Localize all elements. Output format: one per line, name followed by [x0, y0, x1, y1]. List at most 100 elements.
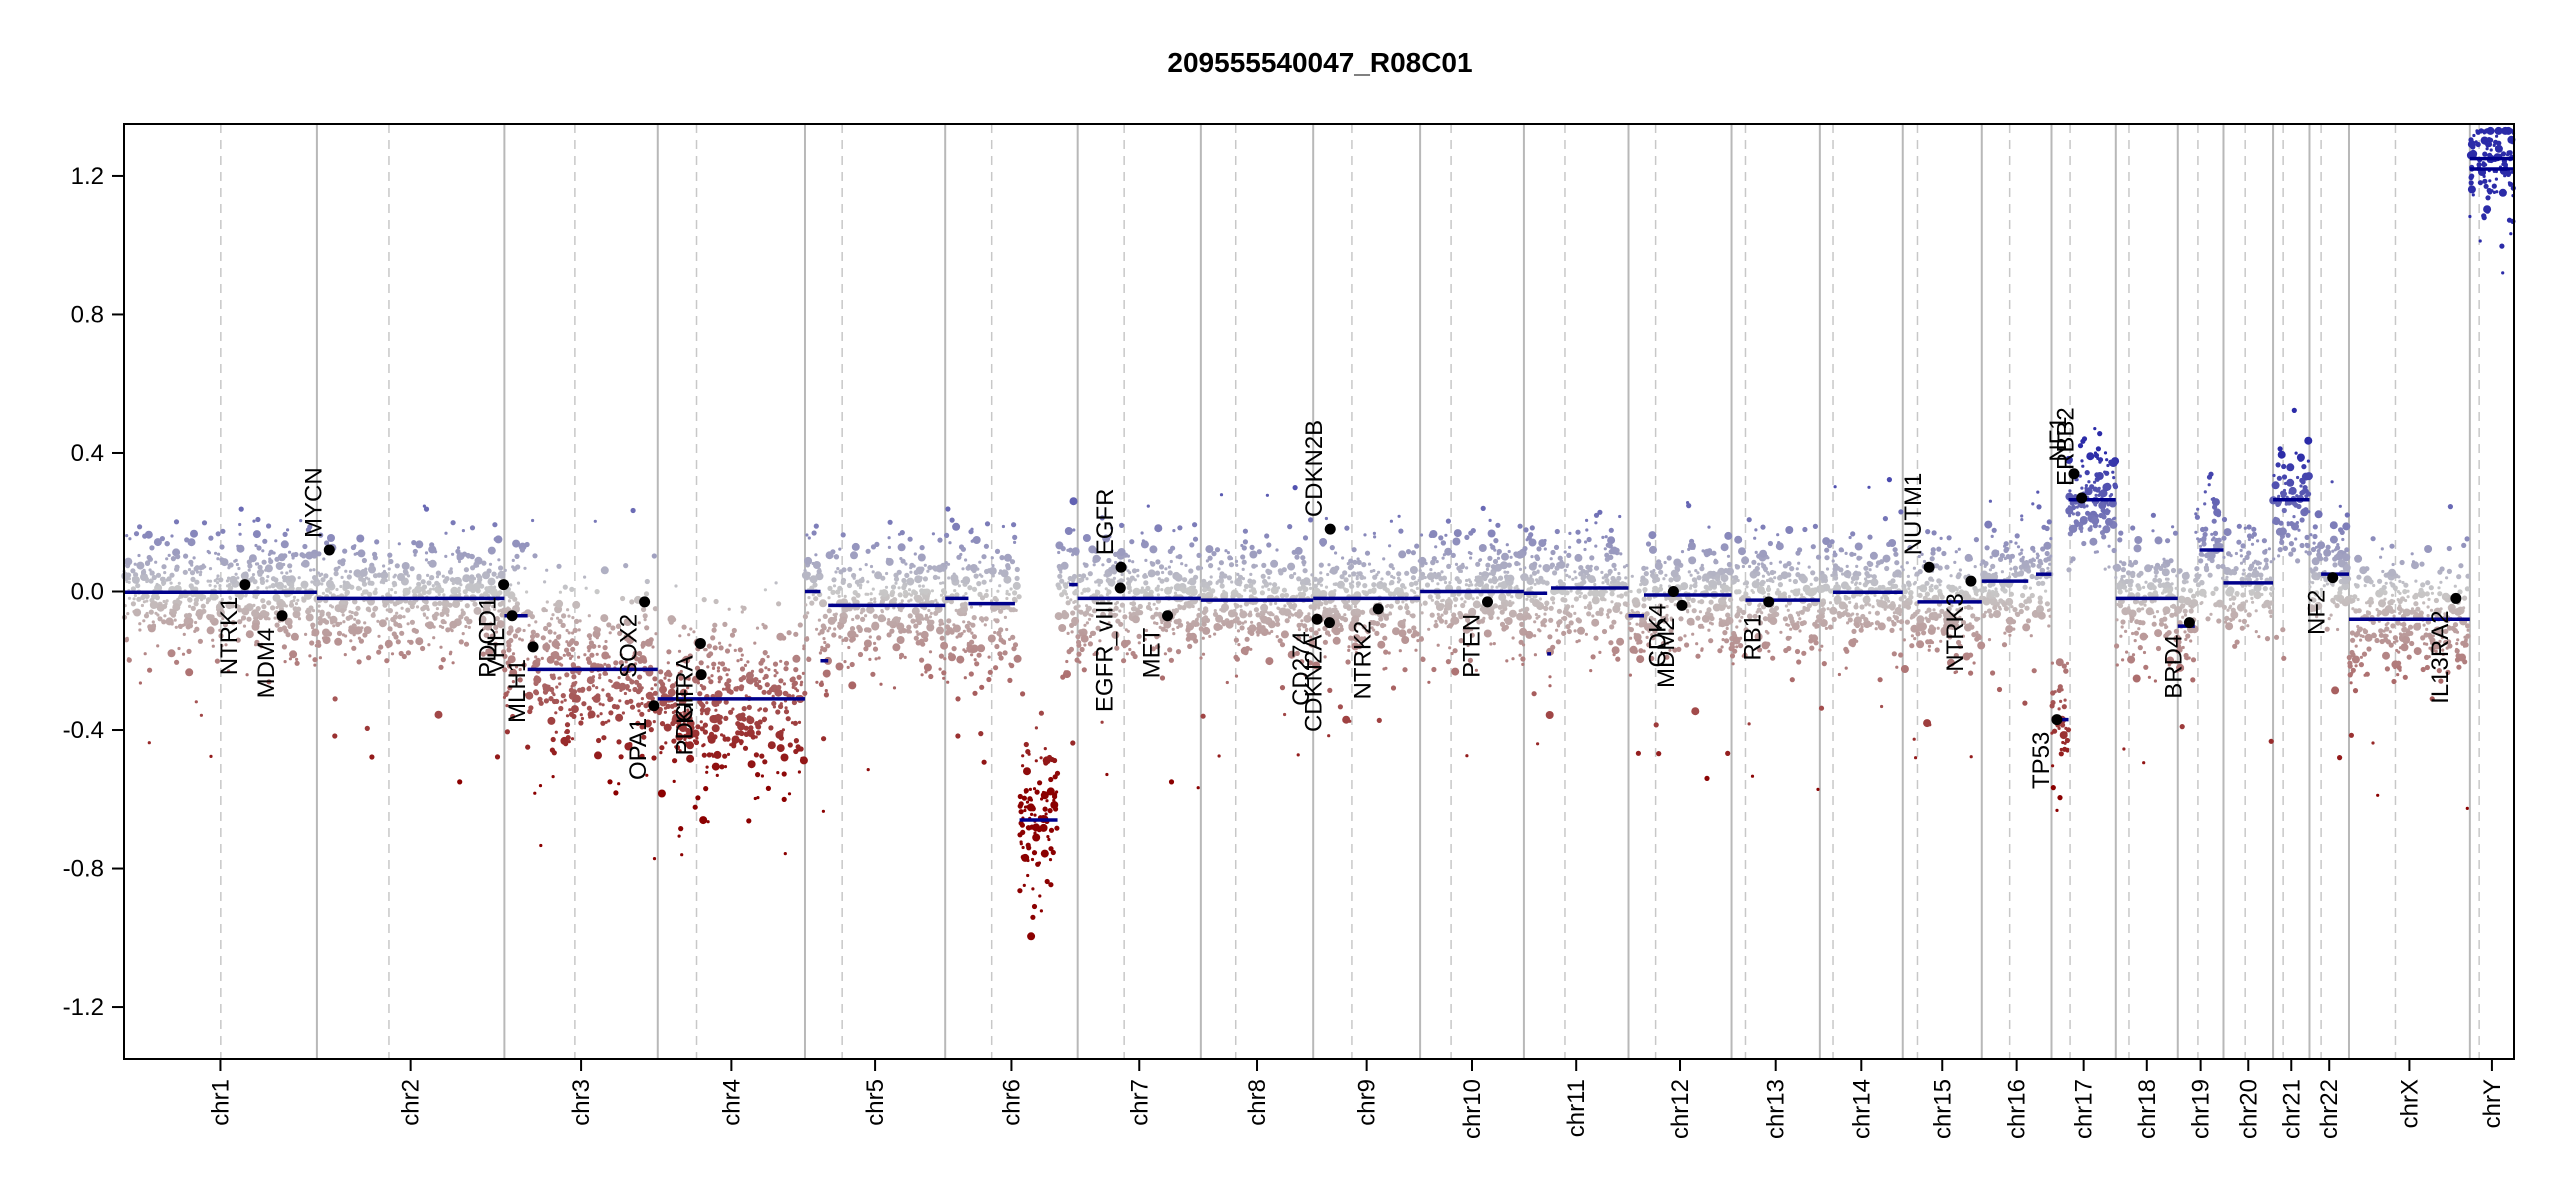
probe-point [651, 645, 655, 649]
probe-point [280, 540, 289, 549]
probe-point [330, 621, 334, 625]
probe-point [161, 582, 165, 587]
probe-point [133, 572, 139, 578]
probe-point [556, 654, 560, 659]
probe-point [190, 529, 198, 538]
probe-point [1537, 614, 1541, 619]
probe-point [505, 704, 509, 708]
probe-point [145, 611, 149, 616]
probe-point [1235, 563, 1239, 567]
probe-point [1443, 580, 1448, 585]
probe-point [1688, 604, 1692, 608]
probe-point [859, 577, 865, 584]
probe-point [711, 661, 717, 667]
probe-point [1175, 555, 1179, 559]
probe-point [656, 709, 662, 716]
probe-point [981, 579, 987, 585]
probe-point [828, 626, 832, 630]
probe-point [831, 632, 837, 638]
probe-point [896, 622, 905, 631]
probe-point [429, 577, 433, 581]
probe-point [326, 580, 334, 588]
probe-point [714, 691, 719, 695]
probe-point [919, 588, 925, 594]
probe-point [569, 639, 573, 643]
probe-point [1209, 588, 1215, 594]
probe-point [1030, 812, 1034, 817]
probe-point [880, 589, 889, 598]
probe-point [1798, 629, 1802, 633]
probe-point [1766, 556, 1770, 560]
probe-point [569, 586, 575, 593]
probe-point [1698, 610, 1702, 614]
probe-point [639, 724, 645, 730]
probe-point [1055, 582, 1061, 588]
probe-point [835, 662, 844, 671]
probe-point [310, 622, 316, 628]
probe-point [1603, 547, 1607, 551]
probe-point [547, 716, 556, 725]
probe-point [1501, 552, 1509, 561]
probe-point [1319, 571, 1323, 575]
probe-point [1416, 632, 1420, 636]
probe-point [1533, 634, 1537, 638]
probe-point [199, 570, 203, 574]
probe-point [1499, 609, 1505, 615]
probe-point [640, 701, 644, 706]
probe-point [1787, 594, 1791, 599]
probe-point [138, 628, 142, 632]
probe-point [426, 573, 430, 578]
probe-point [767, 741, 776, 750]
probe-point [554, 711, 558, 715]
probe-point [713, 750, 722, 759]
probe-point [239, 593, 245, 599]
probe-point [1630, 609, 1634, 613]
probe-point [1617, 571, 1621, 576]
probe-point [742, 745, 749, 751]
probe-point [1222, 607, 1226, 611]
probe-point [1406, 628, 1412, 634]
probe-point [748, 725, 754, 731]
probe-point [201, 520, 208, 526]
probe-point [287, 582, 291, 586]
probe-point [472, 601, 478, 607]
probe-point [914, 575, 923, 584]
probe-point [1067, 547, 1073, 553]
probe-point [625, 633, 631, 639]
probe-point [1259, 610, 1263, 615]
probe-point [283, 628, 289, 634]
probe-point [1403, 592, 1409, 598]
probe-point [1311, 605, 1317, 611]
probe-point [1751, 559, 1757, 565]
probe-point [1060, 674, 1066, 680]
probe-point [242, 624, 247, 628]
probe-point [270, 605, 276, 611]
probe-point [1400, 583, 1406, 589]
probe-point [849, 661, 855, 668]
probe-point [1330, 607, 1336, 614]
probe-point [970, 648, 976, 654]
probe-point [886, 620, 892, 626]
probe-point [1274, 601, 1278, 606]
probe-point [1165, 622, 1171, 628]
probe-point [442, 578, 448, 584]
probe-point [1420, 611, 1424, 615]
probe-point [1442, 553, 1446, 557]
probe-point [702, 722, 709, 728]
probe-point [826, 608, 832, 614]
probe-point [161, 619, 167, 625]
probe-point [163, 614, 167, 618]
probe-point [600, 614, 609, 623]
probe-point [571, 713, 577, 720]
probe-point [1542, 618, 1548, 624]
probe-point [1199, 581, 1206, 588]
probe-point [259, 576, 265, 582]
probe-point [551, 613, 555, 617]
probe-point [353, 611, 359, 617]
probe-point [1662, 577, 1666, 581]
probe-point [556, 563, 562, 569]
probe-point [1426, 572, 1435, 581]
probe-point [571, 674, 577, 680]
probe-point [466, 619, 472, 625]
probe-point [763, 673, 769, 680]
